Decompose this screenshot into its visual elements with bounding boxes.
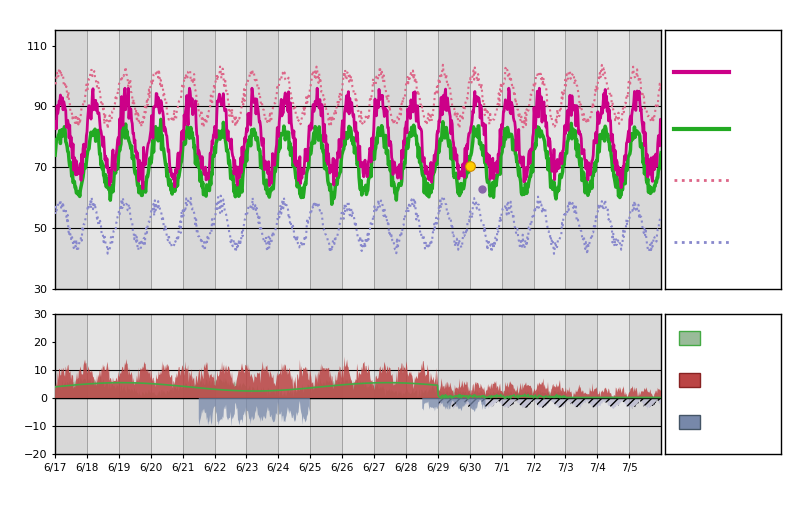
Bar: [374, 30, 406, 289]
Bar: [565, 30, 597, 289]
Bar: [119, 30, 151, 289]
Bar: [55, 30, 87, 289]
Bar: [87, 314, 119, 454]
Bar: [679, 373, 700, 387]
Bar: [406, 314, 438, 454]
Bar: [246, 30, 279, 289]
Bar: [597, 30, 629, 289]
Bar: [55, 314, 87, 454]
Bar: [629, 30, 661, 289]
Bar: [279, 30, 310, 289]
Bar: [246, 314, 279, 454]
Bar: [629, 314, 661, 454]
Bar: [470, 30, 501, 289]
Bar: [310, 314, 342, 454]
Bar: [151, 314, 183, 454]
Bar: [597, 314, 629, 454]
Bar: [215, 30, 246, 289]
Bar: [534, 314, 565, 454]
Bar: [679, 331, 700, 345]
Bar: [279, 314, 310, 454]
Bar: [87, 30, 119, 289]
Bar: [342, 30, 374, 289]
Bar: [679, 415, 700, 428]
Bar: [151, 30, 183, 289]
Bar: [374, 314, 406, 454]
Bar: [438, 30, 470, 289]
Bar: [406, 30, 438, 289]
Bar: [501, 30, 534, 289]
Bar: [342, 314, 374, 454]
Bar: [215, 314, 246, 454]
Bar: [470, 314, 501, 454]
Bar: [438, 314, 470, 454]
Bar: [183, 30, 215, 289]
Bar: [501, 314, 534, 454]
Bar: [534, 30, 565, 289]
Bar: [310, 30, 342, 289]
Bar: [183, 314, 215, 454]
Bar: [119, 314, 151, 454]
Bar: [565, 314, 597, 454]
